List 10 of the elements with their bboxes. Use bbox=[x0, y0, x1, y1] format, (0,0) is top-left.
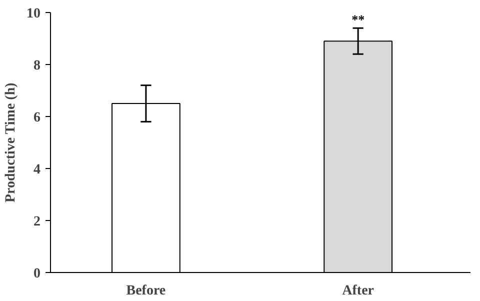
y-tick-label: 0 bbox=[34, 266, 40, 282]
annotation: ** bbox=[352, 12, 365, 28]
x-tick-label: After bbox=[342, 284, 374, 298]
y-tick-label: 4 bbox=[34, 162, 40, 178]
y-tick-label: 10 bbox=[26, 6, 40, 22]
x-tick-label: Before bbox=[126, 284, 166, 298]
y-tick-label: 6 bbox=[34, 110, 40, 126]
y-tick-label: 2 bbox=[34, 214, 40, 230]
y-axis-title: Productive Time (h) bbox=[4, 82, 18, 203]
y-tick-label: 8 bbox=[34, 58, 40, 74]
